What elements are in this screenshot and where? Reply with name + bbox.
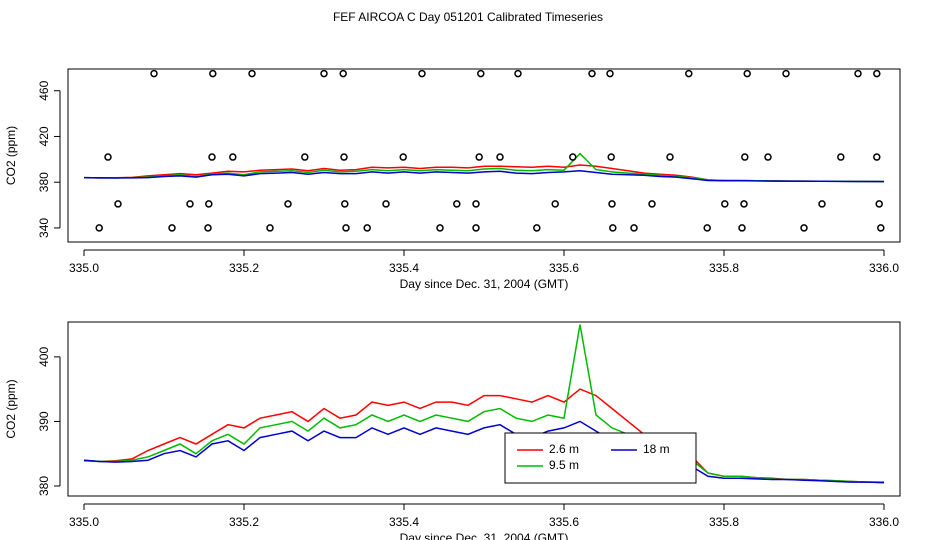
- series-line: [83, 170, 885, 183]
- flag-point: [95, 224, 103, 232]
- flag-point: [837, 153, 845, 161]
- flag-point: [630, 224, 638, 232]
- plot-frame: [67, 68, 901, 243]
- flag-point: [150, 69, 158, 78]
- flag-point: [741, 153, 749, 161]
- y-tick-label: 380: [37, 172, 51, 192]
- flag-point: [606, 69, 614, 78]
- flag-point: [418, 69, 426, 78]
- x-tick-label: 335.6: [549, 261, 579, 275]
- y-tick-label: 400: [37, 347, 51, 367]
- flag-point: [721, 200, 729, 208]
- flag-point: [363, 224, 371, 232]
- flag-point: [607, 153, 615, 161]
- flag-point: [340, 153, 348, 161]
- flag-point: [342, 224, 350, 232]
- flag-point: [800, 224, 808, 232]
- flag-point: [341, 200, 349, 208]
- flag-point: [284, 200, 292, 208]
- flag-point: [209, 69, 217, 78]
- series-line: [83, 324, 884, 483]
- flag-point: [818, 200, 826, 208]
- flag-point: [475, 153, 483, 161]
- y-axis-label: CO2 (ppm): [4, 379, 18, 438]
- flag-point: [514, 69, 522, 78]
- x-tick-label: 335.8: [709, 515, 739, 529]
- flag-point: [685, 69, 693, 78]
- flag-point: [104, 153, 112, 161]
- flag-point: [472, 200, 480, 208]
- flag-point: [229, 153, 237, 161]
- flag-point: [472, 224, 480, 232]
- legend-label: 18 m: [643, 442, 670, 456]
- chart-title: FEF AIRCOA C Day 051201 Calibrated Times…: [333, 10, 603, 24]
- y-tick-label: 420: [37, 126, 51, 146]
- flag-point: [114, 200, 122, 208]
- x-tick-label: 335.4: [389, 261, 419, 275]
- flag-point: [608, 200, 616, 208]
- x-tick-label: 336.0: [869, 261, 899, 275]
- x-axis-label: Day since Dec. 31, 2004 (GMT): [400, 277, 569, 291]
- y-tick-label: 460: [37, 80, 51, 100]
- legend-label: 2.6 m: [549, 442, 579, 456]
- flag-point: [764, 153, 772, 161]
- flag-point: [339, 69, 347, 78]
- flag-point: [266, 224, 274, 232]
- x-tick-label: 335.2: [229, 515, 259, 529]
- x-axis-label: Day since Dec. 31, 2004 (GMT): [400, 531, 569, 540]
- flag-point: [740, 200, 748, 208]
- flag-point: [782, 69, 790, 78]
- flag-point: [743, 69, 751, 78]
- flag-point: [703, 224, 711, 232]
- flag-point: [551, 200, 559, 208]
- flag-point: [854, 69, 862, 78]
- flag-point: [399, 153, 407, 161]
- series-line: [83, 388, 884, 483]
- series-line: [83, 164, 884, 183]
- flag-point: [877, 224, 885, 232]
- y-tick-label: 380: [37, 476, 51, 496]
- flag-point: [248, 69, 256, 78]
- x-tick-label: 336.0: [869, 515, 899, 529]
- y-tick-label: 390: [37, 411, 51, 431]
- x-tick-label: 335.4: [389, 515, 419, 529]
- flag-point: [569, 153, 577, 161]
- flag-point: [301, 153, 309, 161]
- x-tick-label: 335.6: [549, 515, 579, 529]
- flag-point: [320, 69, 328, 78]
- x-tick-label: 335.0: [69, 515, 99, 529]
- y-axis-label: CO2 (ppm): [4, 126, 18, 185]
- flag-point: [875, 200, 883, 208]
- x-tick-label: 335.8: [709, 261, 739, 275]
- x-tick-label: 335.2: [229, 261, 259, 275]
- flag-point: [382, 200, 390, 208]
- flag-point: [648, 200, 656, 208]
- series-line: [83, 420, 885, 484]
- flag-point: [666, 153, 674, 161]
- plot-frame: [67, 321, 901, 497]
- flag-point: [186, 200, 194, 208]
- flag-point: [609, 224, 617, 232]
- flag-point: [533, 224, 541, 232]
- flag-point: [873, 153, 881, 161]
- flag-point: [588, 69, 596, 78]
- flag-point: [873, 69, 881, 78]
- flag-point: [738, 224, 746, 232]
- flag-point: [205, 200, 213, 208]
- flag-point: [436, 224, 444, 232]
- flag-point: [496, 153, 504, 161]
- flag-point: [477, 69, 485, 78]
- x-tick-label: 335.0: [69, 261, 99, 275]
- legend-box: [504, 432, 697, 484]
- flag-point: [208, 153, 216, 161]
- flag-point: [168, 224, 176, 232]
- legend-label: 9.5 m: [549, 458, 579, 472]
- y-tick-label: 340: [37, 218, 51, 238]
- flag-point: [453, 200, 461, 208]
- series-line: [83, 152, 884, 183]
- flag-point: [204, 224, 212, 232]
